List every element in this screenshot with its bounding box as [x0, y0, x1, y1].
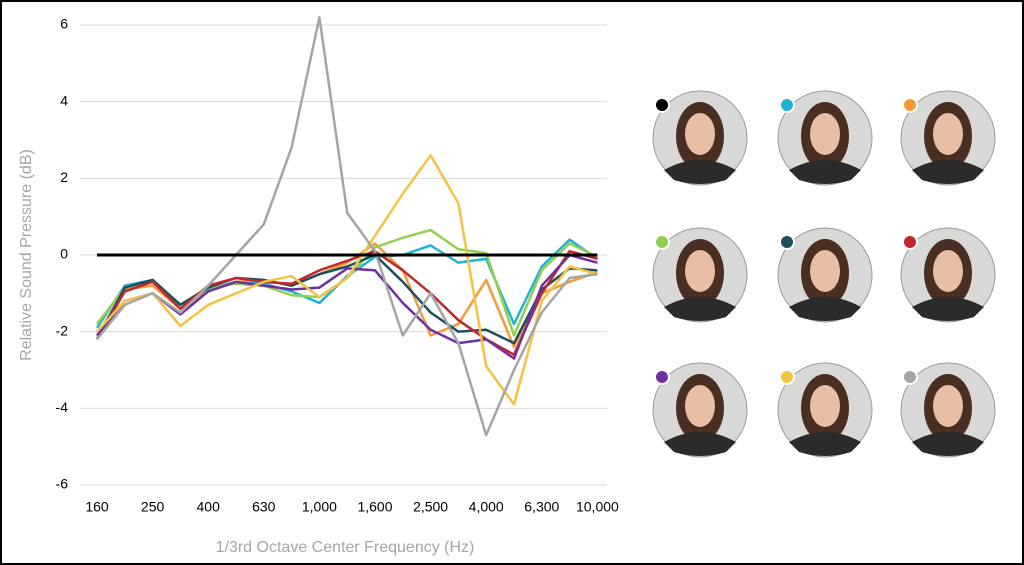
- x-tick-label: 2,500: [413, 499, 448, 515]
- y-tick-label: 6: [60, 16, 68, 32]
- legend-swatch: [902, 369, 918, 385]
- legend-photo-body: [789, 297, 861, 321]
- legend-photo-face: [810, 250, 840, 292]
- legend-swatch: [902, 97, 918, 113]
- y-tick-label: -2: [56, 322, 69, 338]
- series-line: [96, 16, 598, 437]
- legend-swatch: [779, 369, 795, 385]
- legend-swatch: [779, 97, 795, 113]
- x-tick-label: 6,300: [524, 499, 559, 515]
- y-tick-label: -6: [56, 476, 69, 492]
- legend-photo-face: [810, 385, 840, 427]
- x-tick-label: 1,600: [357, 499, 392, 515]
- legend-photo-face: [810, 113, 840, 155]
- x-tick-label: 4,000: [469, 499, 504, 515]
- legend-photo-body: [912, 297, 984, 321]
- legend-photo-face: [685, 250, 715, 292]
- y-tick-label: 0: [60, 246, 68, 262]
- legend-photo-face: [933, 385, 963, 427]
- y-tick-label: -4: [56, 399, 69, 415]
- legend-photo-face: [933, 250, 963, 292]
- legend-photo-face: [685, 385, 715, 427]
- legend-swatch: [654, 369, 670, 385]
- legend-swatch: [779, 234, 795, 250]
- x-axis-label: 1/3rd Octave Center Frequency (Hz): [216, 539, 475, 556]
- x-tick-label: 160: [85, 499, 109, 515]
- x-tick-label: 400: [197, 499, 221, 515]
- legend-swatch: [902, 234, 918, 250]
- legend-photo-face: [933, 113, 963, 155]
- y-axis-label: Relative Sound Pressure (dB): [18, 149, 35, 361]
- x-tick-label: 1,000: [302, 499, 337, 515]
- series-line: [96, 253, 598, 360]
- y-tick-label: 2: [60, 169, 68, 185]
- series-line: [96, 154, 598, 406]
- y-tick-label: 4: [60, 92, 68, 108]
- legend-photo-body: [789, 432, 861, 456]
- x-tick-label: 630: [252, 499, 276, 515]
- legend-photo-body: [664, 432, 736, 456]
- legend-photo-body: [912, 432, 984, 456]
- legend-photo-body: [912, 160, 984, 184]
- x-tick-label: 250: [141, 499, 165, 515]
- legend-photo-body: [789, 160, 861, 184]
- legend-swatch: [654, 97, 670, 113]
- legend-photo-body: [664, 160, 736, 184]
- legend-photo-body: [664, 297, 736, 321]
- legend-swatch: [654, 234, 670, 250]
- series-line: [95, 253, 598, 345]
- legend-photo-face: [685, 113, 715, 155]
- series-line: [95, 249, 598, 356]
- x-tick-label: 10,000: [576, 499, 619, 515]
